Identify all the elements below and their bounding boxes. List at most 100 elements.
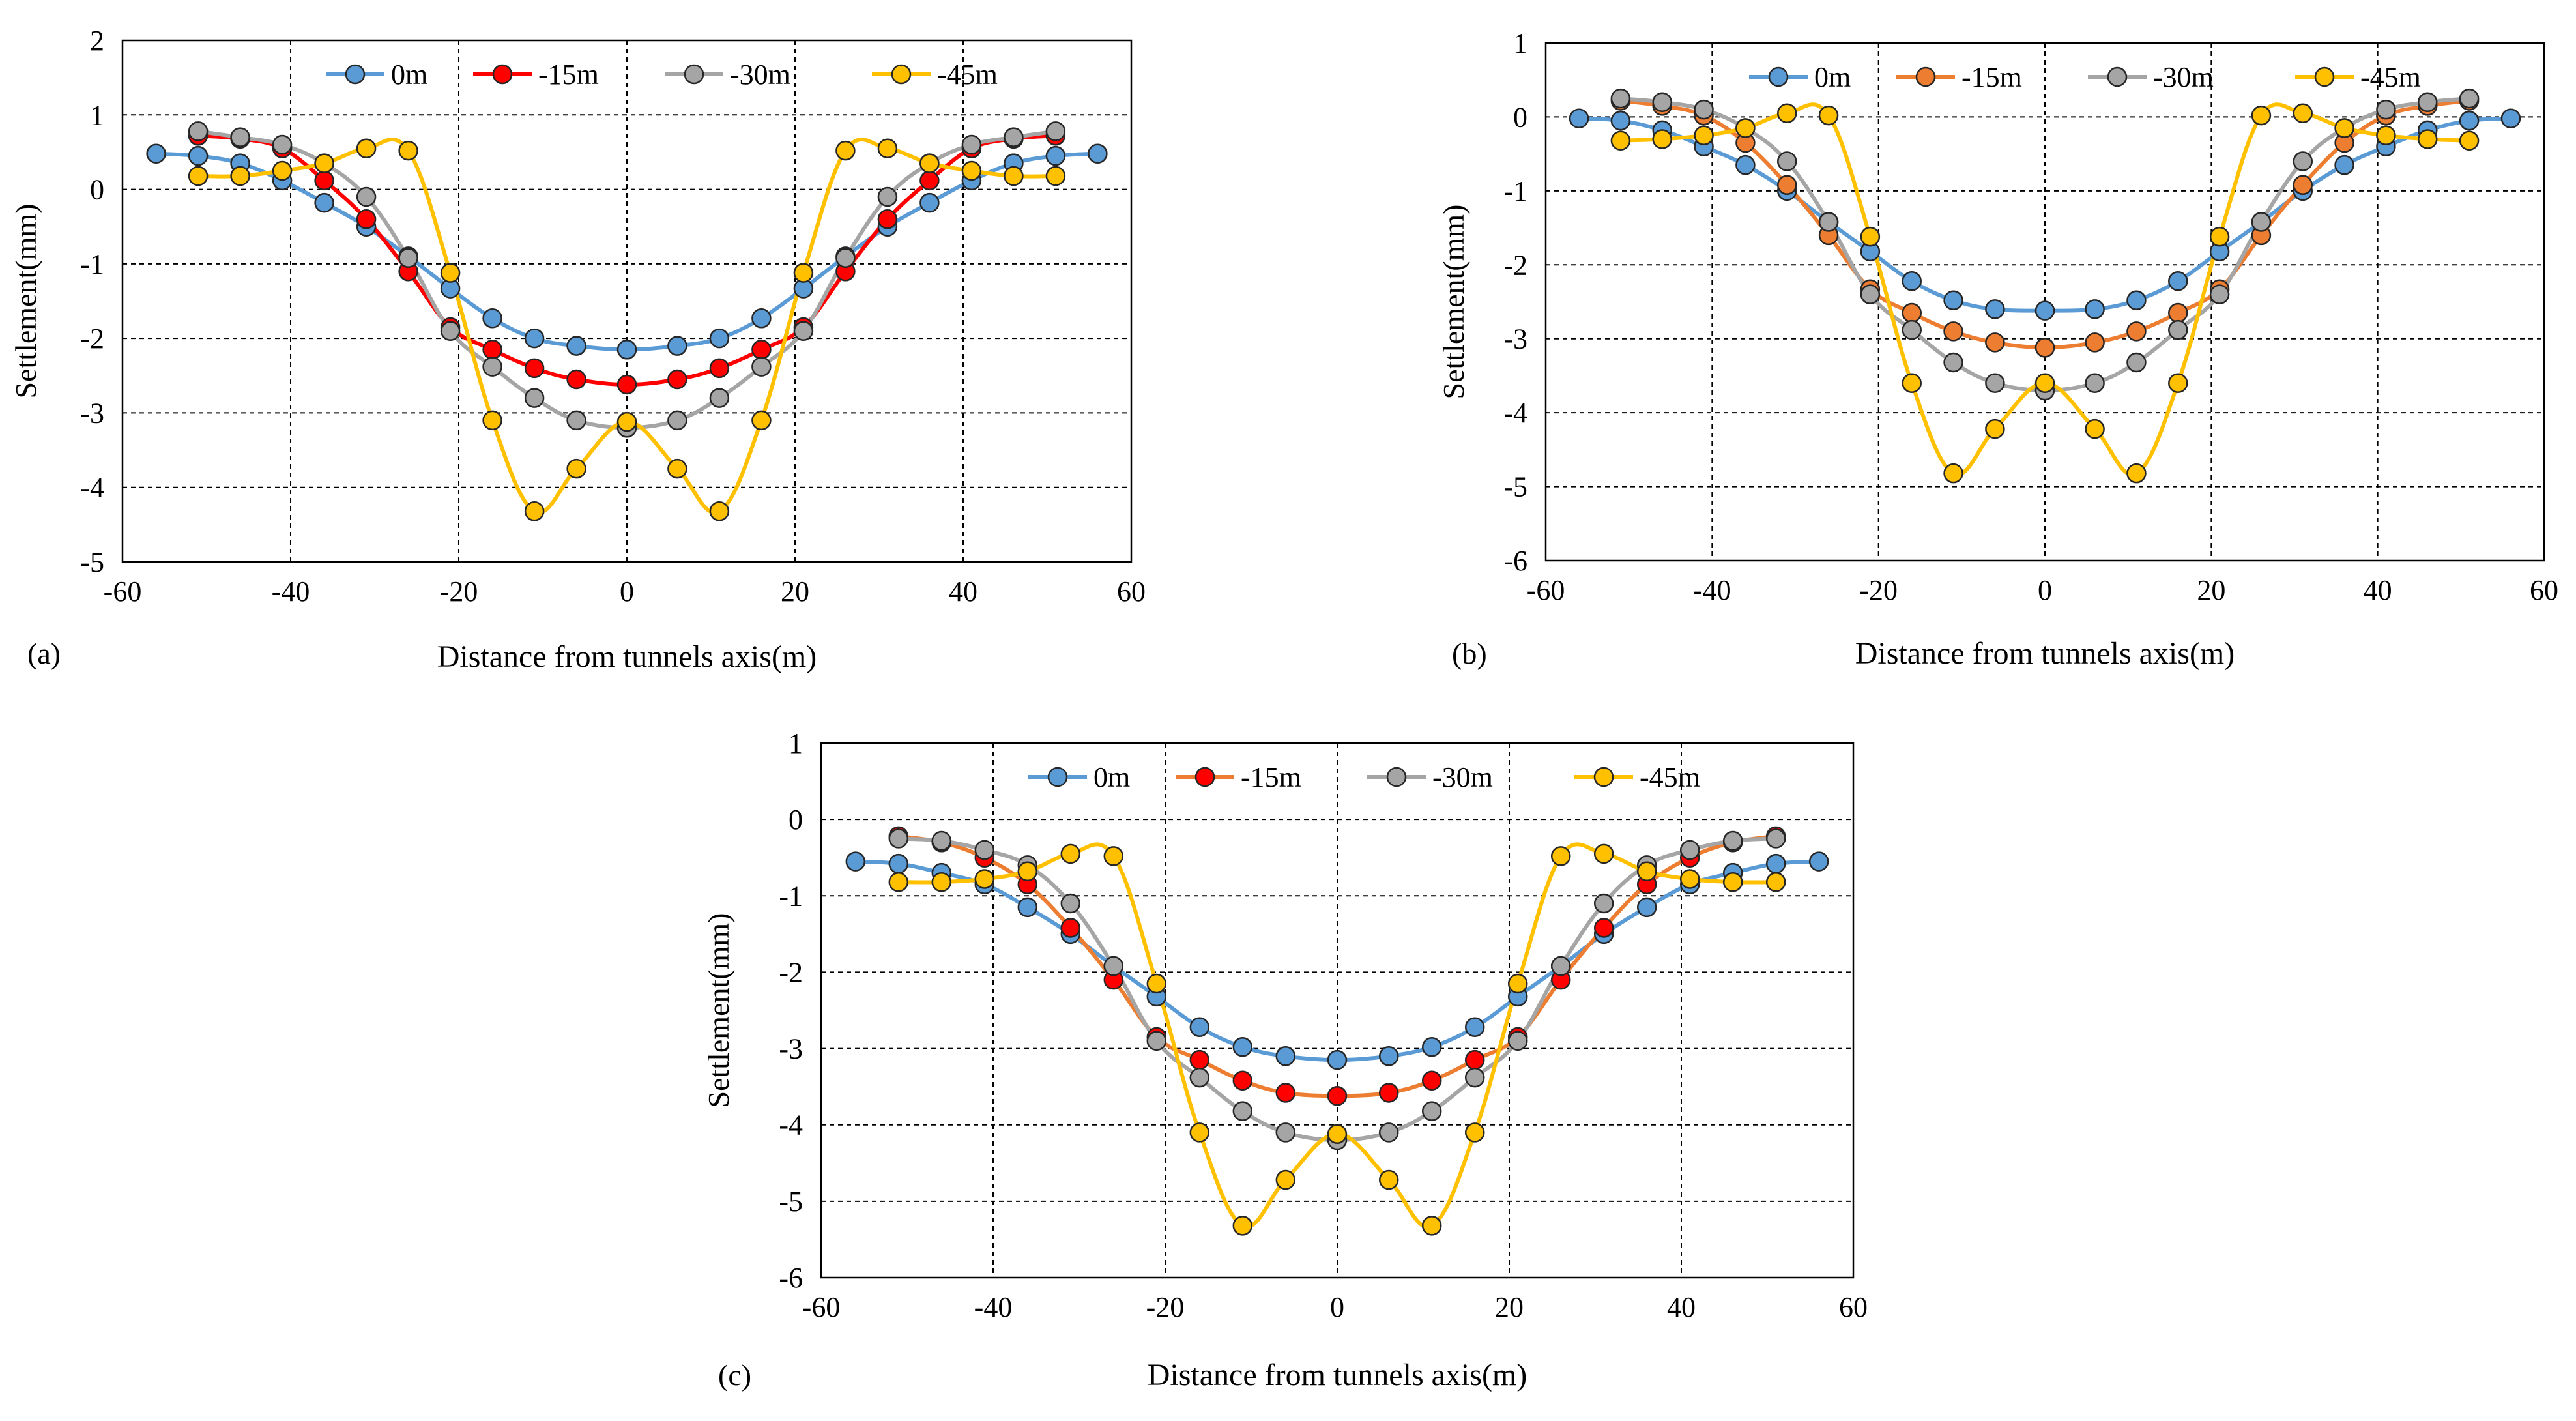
legend-label: -15m xyxy=(538,59,599,91)
legend-label: -15m xyxy=(1241,761,1301,793)
data-point--45m xyxy=(2293,103,2313,124)
y-tick-label: -3 xyxy=(779,1033,803,1065)
data-point--45m xyxy=(1860,226,1881,247)
y-tick-label: -1 xyxy=(80,248,104,280)
data-point-0m xyxy=(709,328,730,349)
data-point-0m xyxy=(1045,145,1066,166)
data-point--15m xyxy=(2293,175,2313,196)
data-point--30m xyxy=(1146,1031,1167,1051)
data-point--15m xyxy=(2168,302,2188,323)
data-point--30m xyxy=(524,388,545,408)
data-point--45m xyxy=(272,160,293,181)
data-point--15m xyxy=(751,340,772,360)
data-point--30m xyxy=(188,121,209,141)
data-point--45m xyxy=(1694,125,1714,146)
data-point--45m xyxy=(1652,129,1672,149)
data-point--15m xyxy=(1776,175,1797,196)
data-point--30m xyxy=(2376,99,2396,120)
data-point--45m xyxy=(2459,130,2480,151)
data-point--15m xyxy=(616,374,637,395)
data-point-0m xyxy=(1610,110,1631,131)
data-point--45m xyxy=(961,160,982,181)
y-tick-label: -6 xyxy=(1503,545,1527,577)
data-point--30m xyxy=(961,134,982,155)
data-point-0m xyxy=(2126,290,2147,310)
data-point--45m xyxy=(877,138,898,158)
data-point--30m xyxy=(1507,1031,1528,1051)
data-point-0m xyxy=(1232,1036,1253,1057)
legend-marker--15m xyxy=(1194,767,1215,787)
data-point--15m xyxy=(1464,1049,1485,1070)
data-point--45m xyxy=(1507,973,1528,994)
y-tick-label: -4 xyxy=(1503,397,1527,429)
legend-marker-0m xyxy=(1768,66,1789,87)
legend-label: 0m xyxy=(1814,61,1851,93)
legend-marker--15m xyxy=(1915,66,1936,87)
plot-frame xyxy=(820,742,1855,1279)
data-point--15m xyxy=(1421,1070,1442,1091)
legend-label: 0m xyxy=(1093,761,1130,793)
data-point--45m xyxy=(1818,105,1839,126)
y-tick-label: 0 xyxy=(1513,101,1527,133)
legend-marker-0m xyxy=(1047,767,1068,787)
legend-marker--15m xyxy=(492,64,513,85)
data-point--15m xyxy=(1327,1085,1348,1106)
data-point--45m xyxy=(793,263,814,283)
x-tick-label: -20 xyxy=(1859,574,1898,606)
data-point--30m xyxy=(566,410,586,431)
data-point--45m xyxy=(1765,872,1786,892)
data-point--45m xyxy=(1593,843,1614,864)
legend-label: -45m xyxy=(2360,61,2421,93)
legend-marker--45m xyxy=(891,64,912,85)
data-point--15m xyxy=(2085,332,2105,353)
data-point--45m xyxy=(1636,861,1657,882)
data-point--45m xyxy=(1421,1216,1442,1236)
data-point--45m xyxy=(2168,373,2188,394)
data-point--45m xyxy=(667,458,687,479)
data-point--15m xyxy=(919,170,940,191)
x-tick-label: 40 xyxy=(949,576,977,608)
data-point--30m xyxy=(2293,151,2313,171)
data-point--30m xyxy=(272,134,293,155)
data-point--45m xyxy=(1103,846,1124,866)
data-point--30m xyxy=(667,410,687,431)
y-tick-label: -2 xyxy=(779,956,803,988)
data-point--15m xyxy=(566,369,586,390)
data-point--30m xyxy=(888,828,909,849)
data-point--30m xyxy=(1985,373,2005,394)
data-point--15m xyxy=(1232,1070,1253,1091)
data-point--30m xyxy=(2209,284,2230,304)
y-tick-label: -5 xyxy=(1503,471,1527,503)
x-tick-label: 60 xyxy=(1117,576,1146,608)
x-tick-label: -60 xyxy=(1527,574,1565,606)
y-axis-label: Settlement(mm) xyxy=(702,913,735,1108)
data-point--30m xyxy=(2168,319,2188,340)
data-point--15m xyxy=(667,369,687,390)
data-point-0m xyxy=(146,143,166,164)
x-tick-label: 60 xyxy=(1839,1291,1868,1323)
data-point--15m xyxy=(482,340,502,360)
data-point--15m xyxy=(877,209,898,229)
data-point--45m xyxy=(1275,1169,1296,1190)
data-point--30m xyxy=(440,321,461,341)
data-point--15m xyxy=(1189,1049,1210,1070)
y-axis-label: Settlement(mm) xyxy=(9,204,42,399)
x-tick-label: -40 xyxy=(1693,574,1731,606)
x-tick-label: -60 xyxy=(104,576,142,608)
data-point--30m xyxy=(793,321,814,341)
data-point--45m xyxy=(1189,1122,1210,1143)
x-axis-label: Distance from tunnels axis(m) xyxy=(437,639,817,674)
y-tick-label: -1 xyxy=(1503,175,1527,207)
plot-frame xyxy=(121,39,1133,563)
data-point--45m xyxy=(1146,973,1167,994)
data-point--15m xyxy=(2034,338,2055,358)
data-point--15m xyxy=(1943,321,1963,342)
y-tick-label: -4 xyxy=(80,472,104,504)
data-point-0m xyxy=(1189,1017,1210,1038)
data-point--30m xyxy=(1232,1101,1253,1121)
data-point--45m xyxy=(2418,129,2438,149)
data-point--30m xyxy=(1060,893,1081,914)
data-point--15m xyxy=(1060,918,1081,938)
data-point--30m xyxy=(1652,92,1672,112)
data-point-0m xyxy=(2168,271,2188,291)
